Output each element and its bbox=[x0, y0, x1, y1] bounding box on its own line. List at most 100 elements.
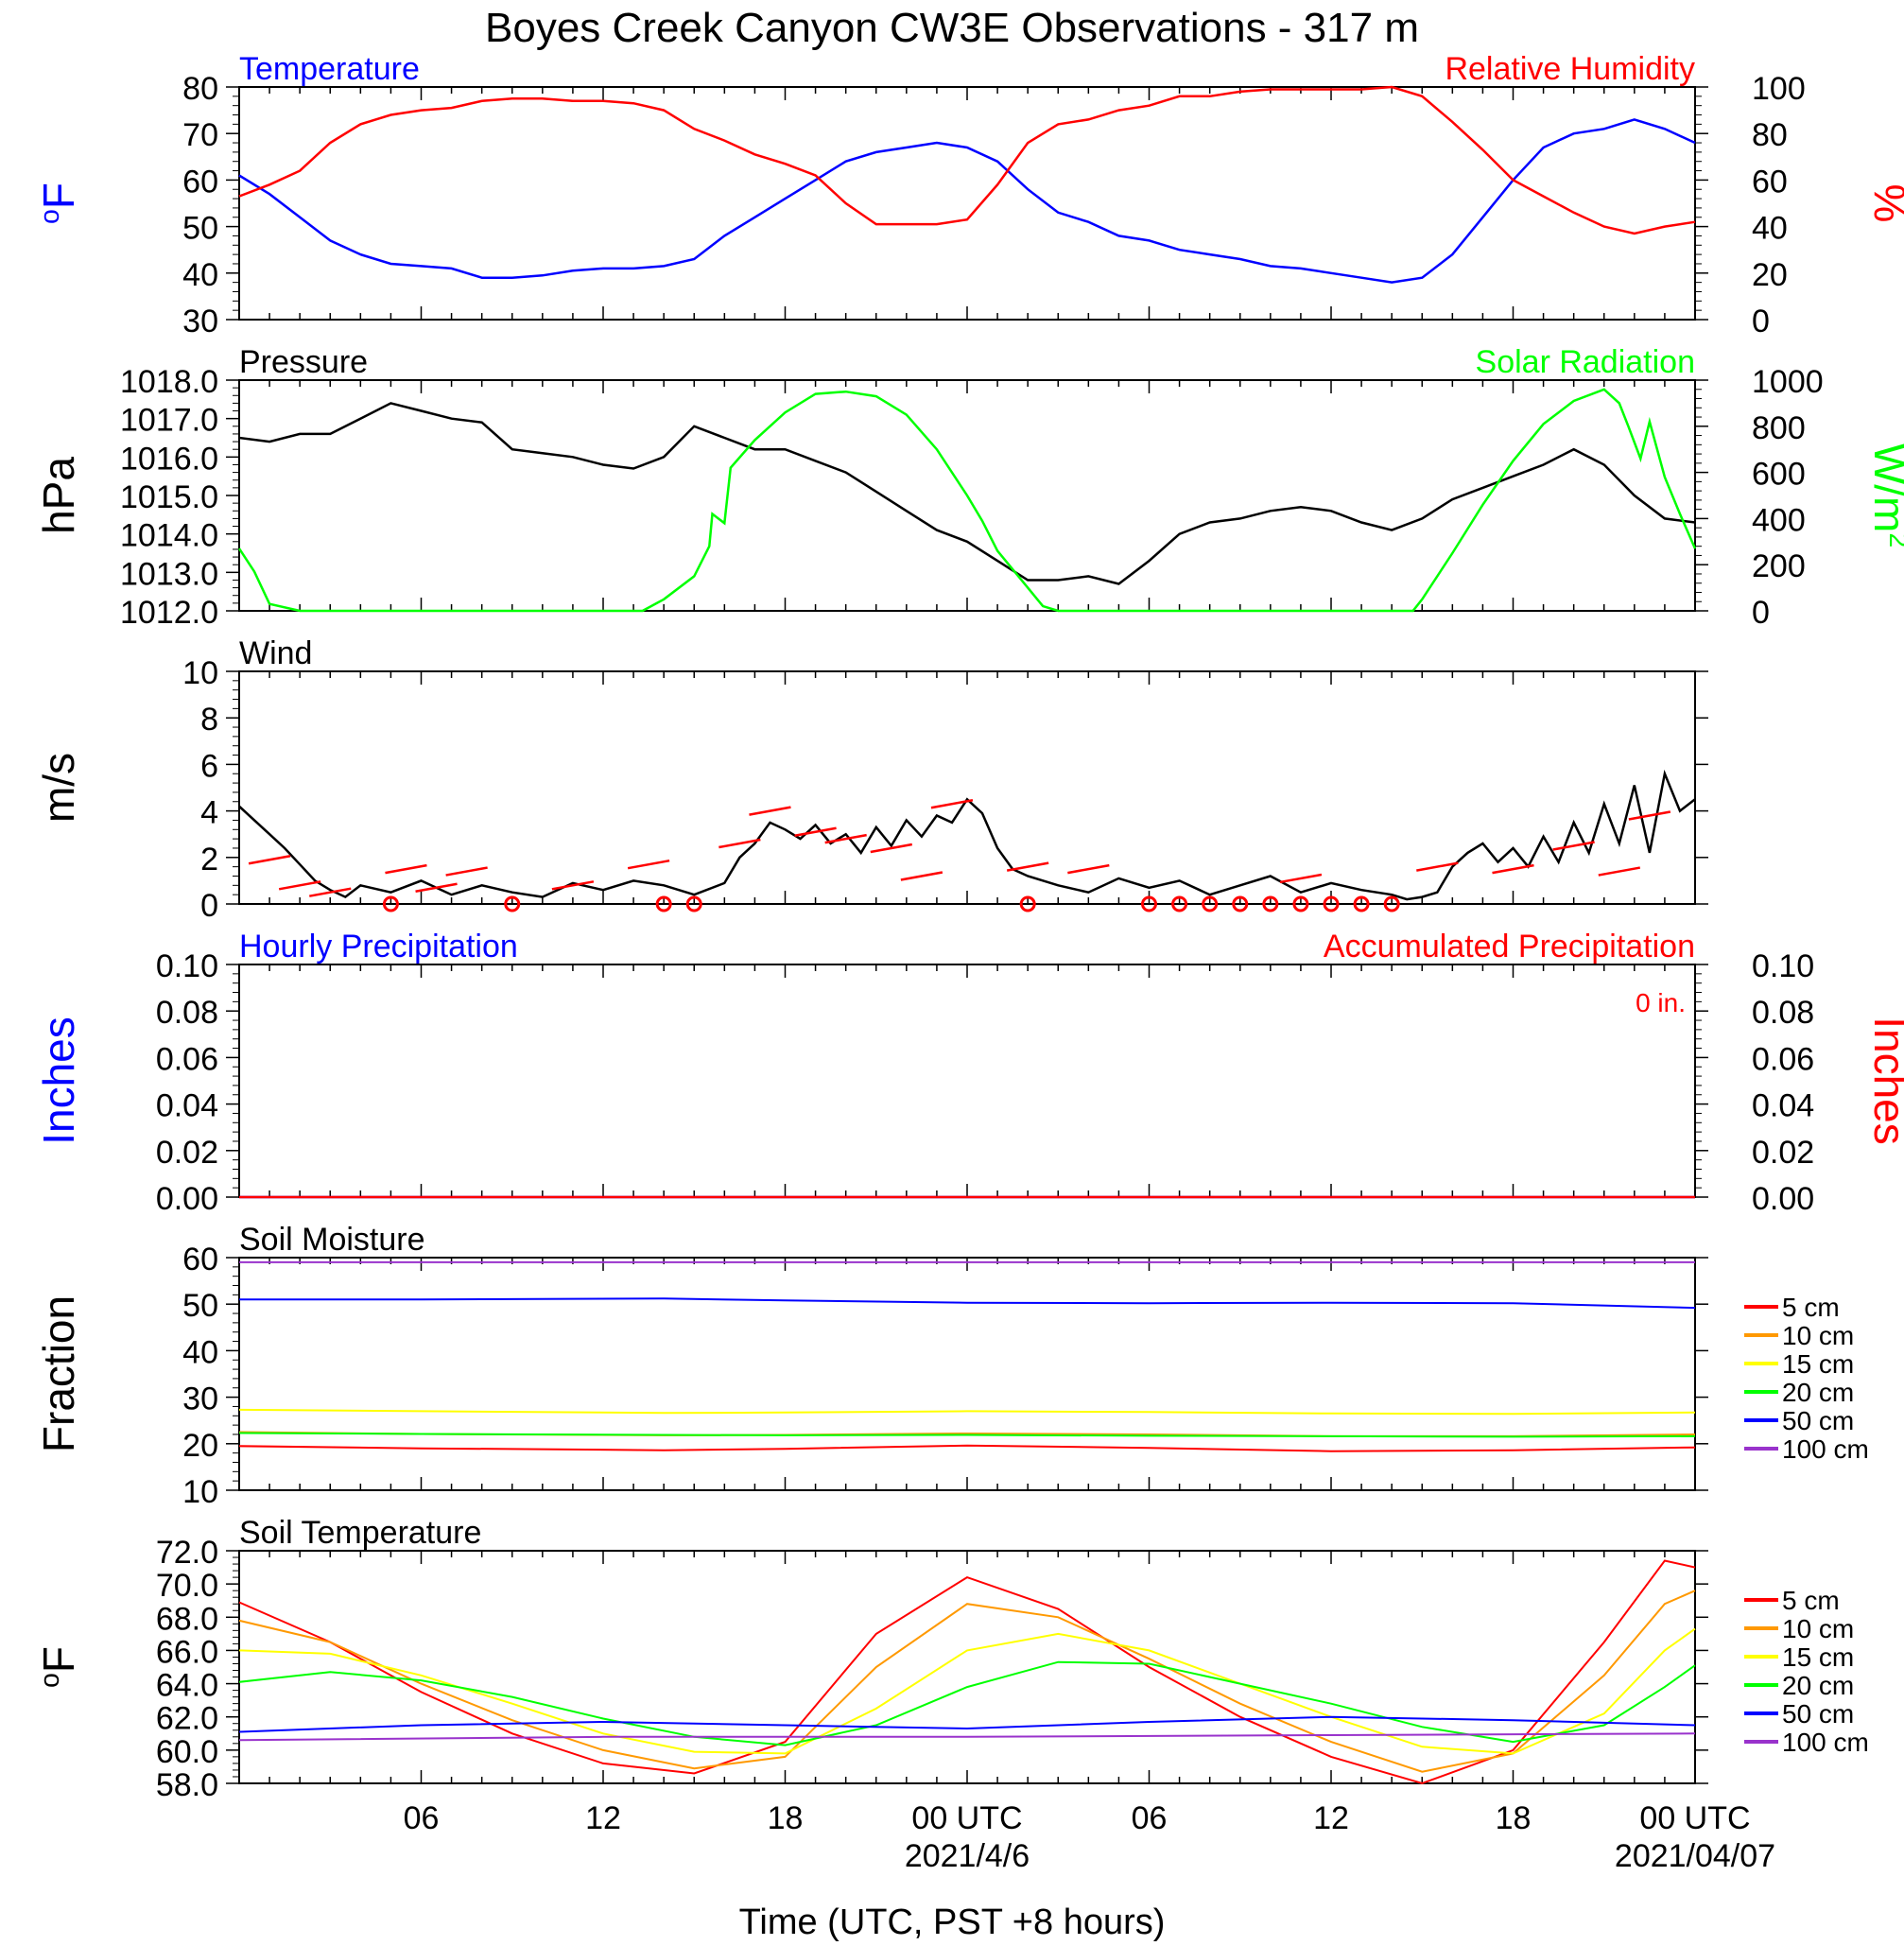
series-line-20-cm bbox=[238, 1660, 1696, 1746]
y-tick-label-right: 400 bbox=[1752, 502, 1806, 538]
wind-barb bbox=[385, 863, 427, 875]
date-label: 2021/4/6 bbox=[905, 1838, 1030, 1874]
calm-wind-marker bbox=[685, 895, 702, 912]
y-tick-label-left: 70 bbox=[182, 117, 218, 153]
series-line-15-cm bbox=[238, 1408, 1696, 1416]
y-axis-unit-right: Inches bbox=[1865, 1016, 1904, 1145]
y-tick-label-left: 72.0 bbox=[156, 1535, 218, 1571]
y-tick-label-left: 80 bbox=[182, 71, 218, 107]
plot-frame bbox=[238, 1550, 1696, 1784]
calm-wind-marker bbox=[1292, 895, 1309, 912]
y-tick-label-left: 2 bbox=[200, 842, 218, 877]
calm-wind-marker bbox=[1232, 895, 1249, 912]
y-tick-label-right: 0 bbox=[1752, 595, 1770, 631]
wind-barb bbox=[627, 859, 670, 870]
wind-barb bbox=[718, 838, 761, 849]
panel-title-left: Pressure bbox=[239, 344, 368, 380]
y-tick-label-left: 70.0 bbox=[156, 1568, 218, 1604]
y-tick-label-right: 100 bbox=[1752, 71, 1806, 107]
y-tick-label-left: 62.0 bbox=[156, 1701, 218, 1737]
panel-title-left: Soil Temperature bbox=[239, 1515, 481, 1551]
legend-label: 100 cm bbox=[1782, 1434, 1869, 1464]
series-line-20-cm bbox=[238, 1432, 1696, 1438]
y-tick-label-left: 1015.0 bbox=[120, 479, 218, 515]
panel-title-left: Wind bbox=[239, 635, 312, 671]
time-tick-label: 12 bbox=[1313, 1800, 1349, 1836]
panel-pressure-solar: 1012.01013.01014.01015.01016.01017.01018… bbox=[34, 344, 1904, 631]
legend-label: 50 cm bbox=[1782, 1406, 1854, 1435]
y-axis-unit-left: oF bbox=[34, 1646, 83, 1688]
y-tick-label-left: 30 bbox=[182, 304, 218, 339]
wind-barb bbox=[1492, 863, 1534, 875]
y-tick-label-left: 0.04 bbox=[156, 1088, 218, 1124]
calm-wind-marker bbox=[1141, 895, 1157, 912]
y-tick-label-left: 1014.0 bbox=[120, 518, 218, 554]
y-tick-label-right: 20 bbox=[1752, 257, 1788, 293]
y-tick-label-left: 64.0 bbox=[156, 1668, 218, 1704]
y-tick-label-left: 40 bbox=[182, 1334, 218, 1370]
time-tick-label: 06 bbox=[1132, 1800, 1168, 1836]
y-tick-label-left: 58.0 bbox=[156, 1767, 218, 1803]
y-tick-label-right: 200 bbox=[1752, 548, 1806, 584]
y-tick-label-left: 60.0 bbox=[156, 1734, 218, 1770]
y-tick-label-left: 20 bbox=[182, 1428, 218, 1464]
y-tick-label-left: 60 bbox=[182, 164, 218, 200]
y-tick-label-right: 1000 bbox=[1752, 364, 1824, 400]
wind-barb bbox=[900, 871, 943, 881]
calm-wind-marker bbox=[1171, 895, 1188, 912]
y-tick-label-right: 60 bbox=[1752, 164, 1788, 200]
wind-barb bbox=[1279, 873, 1323, 884]
y-tick-label-left: 6 bbox=[200, 748, 218, 784]
y-tick-label-left: 66.0 bbox=[156, 1634, 218, 1670]
accum-value-label: 0 in. bbox=[1636, 988, 1686, 1017]
legend-label: 20 cm bbox=[1782, 1378, 1854, 1407]
panel-temperature-humidity: 30 40 50 60 70 80 0 20 40 60 80 100 Temperature Relat… bbox=[34, 51, 1904, 339]
time-tick-label: 18 bbox=[1496, 1800, 1532, 1836]
y-tick-label-left: 8 bbox=[200, 702, 218, 738]
series-line-50-cm bbox=[239, 1297, 1696, 1310]
y-tick-label-left: 0.02 bbox=[156, 1135, 218, 1171]
wind-barb bbox=[445, 866, 488, 877]
legend-label: 10 cm bbox=[1782, 1614, 1854, 1643]
panel-soil-moisture: 10 20 30 40 50 60 Soil Moisture Fraction 5 cm10 … bbox=[34, 1222, 1869, 1510]
y-tick-label-left: 1012.0 bbox=[120, 595, 218, 631]
wind-barb bbox=[1628, 810, 1671, 821]
y-tick-label-right: 600 bbox=[1752, 457, 1806, 493]
series-line-temperature bbox=[238, 118, 1696, 284]
plot-frame bbox=[238, 964, 1696, 1198]
wind-barb bbox=[415, 882, 458, 894]
wind-barb bbox=[749, 806, 791, 816]
legend-label: 15 cm bbox=[1782, 1642, 1854, 1672]
plot-frame bbox=[238, 1257, 1696, 1491]
legend-label: 100 cm bbox=[1782, 1728, 1869, 1757]
y-tick-label-right: 40 bbox=[1752, 211, 1788, 247]
chart-title: Boyes Creek Canyon CW3E Observations - 3… bbox=[485, 5, 1419, 51]
wind-barb bbox=[1552, 841, 1595, 851]
panel-title-right: Relative Humidity bbox=[1445, 51, 1695, 87]
series-line-wind bbox=[238, 769, 1696, 901]
y-axis-unit-left: m/s bbox=[34, 753, 83, 823]
wind-barb bbox=[794, 826, 837, 837]
panel-title-left: Hourly Precipitation bbox=[239, 929, 518, 964]
series-line-pressure bbox=[238, 402, 1696, 585]
legend-label: 5 cm bbox=[1782, 1586, 1840, 1615]
y-axis-unit-right: W/m2 bbox=[1865, 443, 1904, 547]
panel-title-right: Accumulated Precipitation bbox=[1324, 929, 1695, 964]
y-tick-label-left: 0 bbox=[200, 888, 218, 924]
y-axis-unit-left: Fraction bbox=[34, 1295, 83, 1452]
wind-barb bbox=[930, 798, 974, 809]
y-axis-unit-left: hPa bbox=[34, 457, 83, 534]
calm-wind-marker bbox=[1019, 895, 1036, 912]
calm-wind-marker bbox=[1202, 895, 1219, 912]
y-tick-label-left: 30 bbox=[182, 1381, 218, 1417]
y-axis-unit-left: oF bbox=[34, 182, 83, 224]
series-line-5-cm bbox=[238, 1559, 1696, 1785]
y-tick-label-left: 0.00 bbox=[156, 1181, 218, 1217]
wind-barb bbox=[1598, 866, 1641, 877]
calm-wind-marker bbox=[382, 895, 399, 912]
plot-frame bbox=[238, 670, 1696, 905]
series-line-50-cm bbox=[238, 1715, 1696, 1733]
wind-barb bbox=[1067, 863, 1110, 875]
time-tick-label: 18 bbox=[768, 1800, 804, 1836]
